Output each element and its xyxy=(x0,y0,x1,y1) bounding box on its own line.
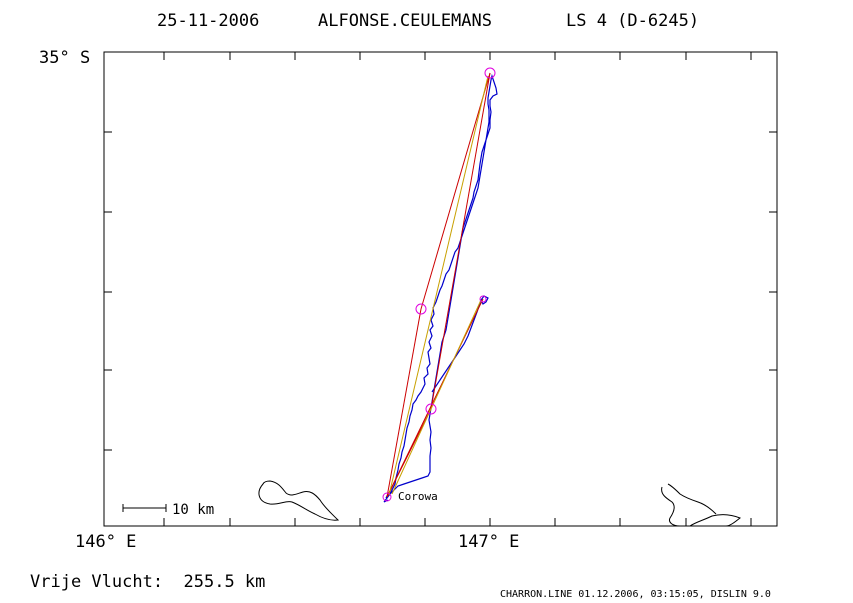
right-ticks xyxy=(769,131,777,451)
scale-bar-label: 10 km xyxy=(172,502,214,518)
turnpoint-mid xyxy=(415,303,427,315)
lake-outline-right xyxy=(661,483,741,527)
place-label-corowa: Corowa xyxy=(398,490,438,503)
title-pilot: ALFONSE.CEULEMANS xyxy=(318,11,492,31)
top-ticks xyxy=(163,52,752,60)
task-lines xyxy=(386,72,491,498)
flight-track-east-leg xyxy=(431,295,489,393)
turnpoint-east xyxy=(479,295,487,303)
flight-track xyxy=(383,73,498,503)
optimized-lines xyxy=(388,75,489,496)
scale-bar xyxy=(122,504,167,512)
turnpoint-start xyxy=(382,492,392,502)
lon-label-147: 147° E xyxy=(458,532,519,552)
map-frame xyxy=(103,51,778,527)
lon-label-146: 146° E xyxy=(75,532,136,552)
free-flight-distance: Vrije Vlucht: 255.5 km xyxy=(30,572,265,592)
title-date: 25-11-2006 xyxy=(157,11,259,31)
lat-label: 35° S xyxy=(39,48,90,68)
lake-outline-left xyxy=(258,480,340,521)
footer-credit: CHARRON.LINE 01.12.2006, 03:15:05, DISLI… xyxy=(500,589,771,600)
turnpoints xyxy=(382,67,496,502)
left-ticks xyxy=(104,131,112,451)
title-glider: LS 4 (D-6245) xyxy=(566,11,699,31)
turnpoint-north xyxy=(484,67,496,79)
bottom-ticks xyxy=(163,518,752,526)
turnpoint-south xyxy=(425,403,437,415)
